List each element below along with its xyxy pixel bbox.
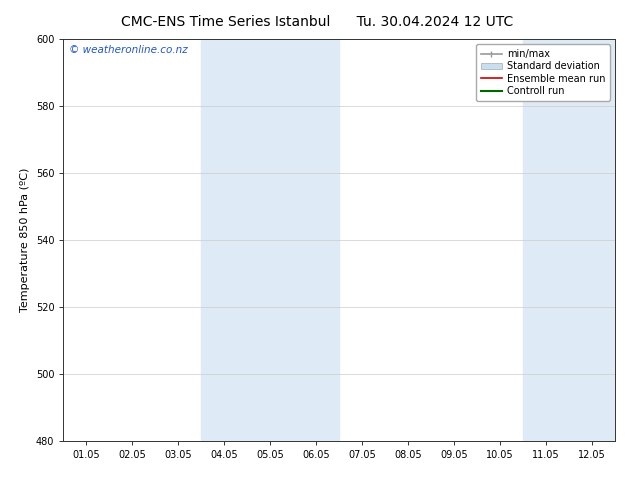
Legend: min/max, Standard deviation, Ensemble mean run, Controll run: min/max, Standard deviation, Ensemble me… xyxy=(476,44,610,101)
Bar xyxy=(523,39,634,441)
Bar xyxy=(202,39,339,441)
Text: CMC-ENS Time Series Istanbul      Tu. 30.04.2024 12 UTC: CMC-ENS Time Series Istanbul Tu. 30.04.2… xyxy=(121,15,513,29)
Y-axis label: Temperature 850 hPa (ºC): Temperature 850 hPa (ºC) xyxy=(20,168,30,312)
Text: © weatheronline.co.nz: © weatheronline.co.nz xyxy=(69,45,188,55)
